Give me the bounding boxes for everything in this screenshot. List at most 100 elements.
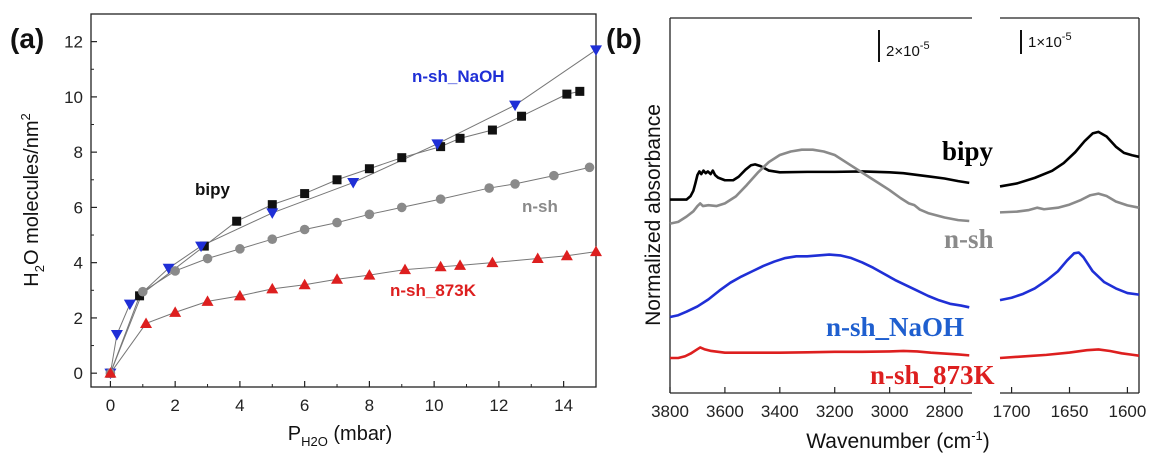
y-tick-label: 8 (74, 143, 83, 162)
data-point-n-sh (510, 179, 520, 189)
series-label-n-sh: n-sh (522, 197, 558, 216)
data-point-n-sh_NaOH (162, 263, 175, 275)
x-tick-label: 4 (235, 396, 244, 415)
series-line-bipy (109, 90, 580, 374)
data-point-n-sh_NaOH (347, 178, 360, 189)
x-tick-label: 6 (300, 396, 309, 415)
data-point-n-sh (170, 266, 180, 276)
spectrum-left-n-sh_873K (670, 346, 970, 360)
data-point-n-sh_873K (104, 367, 117, 378)
scale-bar-label-left: 2×10-5 (886, 40, 930, 60)
series-label-n-sh_NaOH: n-sh_NaOH (412, 67, 505, 86)
data-point-bipy (487, 125, 497, 135)
x-tick-label: 2 (170, 396, 179, 415)
spectrum-left-n-sh_NaOH (669, 253, 970, 319)
spectrum-right-n-sh (999, 192, 1140, 214)
series-label-n-sh_873K: n-sh_873K (870, 360, 995, 390)
x-tick-label: 2800 (926, 402, 964, 421)
data-point-n-sh (584, 162, 595, 173)
x-tick-label: 1700 (993, 402, 1031, 421)
y-axis-title: H2O molecules/nm2 (18, 113, 47, 286)
data-point-n-sh_NaOH (123, 299, 136, 311)
x-tick-label: 8 (365, 396, 374, 415)
series-label-bipy: bipy (195, 180, 230, 199)
plot-frame-a (90, 13, 597, 388)
x-tick-label: 3000 (871, 402, 909, 421)
data-point-n-sh_873K (266, 282, 279, 294)
data-point-bipy (436, 142, 446, 152)
data-point-n-sh_873K (399, 263, 412, 275)
y-tick-label: 12 (64, 33, 83, 52)
data-point-n-sh_873K (434, 260, 447, 272)
y-tick-label: 2 (74, 309, 83, 328)
data-point-n-sh (364, 209, 375, 220)
data-point-n-sh (267, 234, 278, 244)
data-point-n-sh (435, 194, 446, 204)
data-point-bipy (267, 200, 277, 210)
x-tick-label: 14 (554, 396, 573, 415)
data-point-bipy (332, 175, 342, 185)
data-point-n-sh (202, 253, 213, 264)
data-point-n-sh (137, 286, 148, 297)
spectrum-right-n-sh_NaOH (999, 251, 1140, 302)
data-point-n-sh_873K (363, 269, 376, 280)
data-point-bipy (135, 291, 145, 301)
data-point-bipy (232, 216, 242, 226)
data-point-bipy (562, 89, 572, 99)
x-tick-label: 12 (489, 396, 508, 415)
x-tick-label: 1650 (1051, 402, 1089, 421)
series-label-n-sh: n-sh (944, 224, 994, 254)
x-tick-label: 10 (425, 396, 444, 415)
data-point-bipy (397, 153, 407, 163)
data-point-bipy (455, 133, 465, 143)
panel-label-a: (a) (10, 23, 44, 54)
x-tick-label: 3600 (706, 402, 744, 421)
x-tick-label: 1600 (1109, 402, 1147, 421)
x-axis-title: PH2O (mbar) (288, 423, 393, 449)
series-label-bipy: bipy (942, 136, 994, 166)
series-label-n-sh_NaOH: n-sh_NaOH (826, 312, 964, 342)
data-point-bipy (575, 86, 585, 96)
x-tick-label: 0 (106, 396, 115, 415)
data-point-n-sh_873K (531, 252, 544, 264)
x-tick-label: 3200 (816, 402, 854, 421)
data-point-n-sh_873K (486, 256, 499, 268)
spectrum-left-n-sh (669, 148, 970, 225)
data-point-n-sh_873K (454, 259, 467, 270)
data-point-n-sh_873K (298, 278, 311, 290)
data-point-n-sh_NaOH (590, 45, 602, 56)
series-label-n-sh_873K: n-sh_873K (390, 281, 477, 300)
data-point-n-sh (396, 202, 407, 213)
data-point-n-sh_873K (169, 306, 182, 317)
y-tick-label: 6 (74, 198, 83, 217)
data-point-n-sh_NaOH (195, 241, 208, 253)
data-point-n-sh_NaOH (110, 330, 123, 341)
x-axis-title-b: Wavenumber (cm-1) (806, 428, 990, 453)
panel-b-ir-spectra-chart: 3800 3600 3400 3200 3000 2800 1700 1650 1600 Norm… (606, 17, 1147, 453)
y-tick-label: 0 (74, 364, 83, 383)
y-tick-label: 4 (74, 254, 83, 273)
data-point-bipy (517, 111, 527, 121)
data-point-n-sh_NaOH (266, 208, 279, 219)
y-tick-label: 10 (64, 88, 83, 107)
data-point-n-sh (332, 217, 342, 228)
panel-a-isotherm-chart: 0 2 4 6 8 10 12 14 0 2 4 6 8 10 12 PH2O (mbar) H2O molec… (10, 13, 602, 449)
series-line-n-sh_873K (110, 251, 597, 374)
data-point-bipy (364, 164, 374, 174)
data-point-n-sh (299, 224, 310, 235)
data-point-n-sh (549, 170, 559, 181)
data-point-n-sh_NaOH (509, 100, 522, 112)
spectrum-left-bipy (670, 163, 970, 201)
spectrum-right-bipy (999, 130, 1140, 188)
data-point-n-sh (235, 244, 245, 254)
spectrum-right-n-sh_873K (999, 348, 1140, 360)
data-point-n-sh_873K (233, 289, 246, 301)
series-line-n-sh (109, 166, 590, 374)
data-point-n-sh_873K (331, 273, 344, 284)
data-point-bipy (300, 189, 310, 199)
data-point-n-sh_873K (590, 245, 602, 257)
data-point-n-sh_873K (140, 317, 153, 328)
x-tick-label: 3400 (761, 402, 799, 421)
data-point-n-sh_NaOH (431, 139, 444, 150)
